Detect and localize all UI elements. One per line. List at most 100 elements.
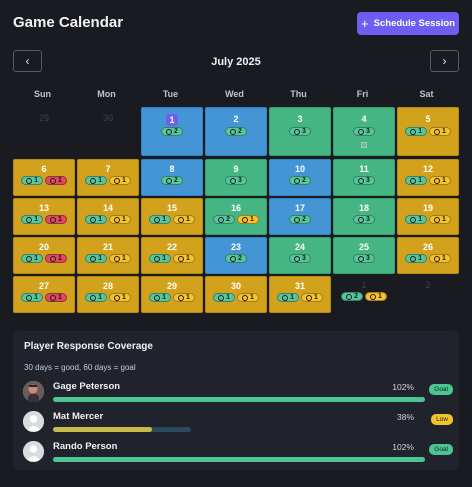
response-badges: 3 [206,176,266,185]
calendar-day-cell[interactable]: 25 3 [333,237,395,274]
calendar-day-cell[interactable]: 19 1 1 [397,198,459,235]
ok-response-badge: 3 [353,254,375,263]
check-circle-icon [230,255,237,262]
check-circle-icon [90,255,97,262]
calendar-day-cell[interactable]: 30 [77,107,139,156]
check-circle-icon [230,177,237,184]
check-circle-icon [90,294,97,301]
check-circle-icon [358,255,365,262]
ok-response-badge: 1 [405,127,427,136]
coverage-progress-bar [53,457,425,462]
calendar-day-cell[interactable]: 14 1 1 [77,198,139,235]
check-circle-icon [90,216,97,223]
maybe-response-badge: 1 [109,176,131,185]
calendar-day-cell[interactable]: 10 2 [269,159,331,196]
check-circle-icon [410,255,417,262]
day-number: 6 [41,164,47,174]
maybe-response-badge: 1 [429,176,451,185]
coverage-status-badge: Goal [429,444,453,455]
calendar-day-cell[interactable]: 24 3 [269,237,331,274]
check-circle-icon [26,294,33,301]
calendar-day-cell[interactable]: 29 [13,107,75,156]
no-response-badge: 1 [45,254,67,263]
day-number: 31 [294,281,305,291]
ok-response-badge: 2 [213,215,235,224]
month-label: July 2025 [211,56,261,68]
calendar-day-cell[interactable]: 18 3 [333,198,395,235]
check-circle-icon [358,216,365,223]
check-circle-icon [294,177,301,184]
ok-response-badge: 1 [149,215,171,224]
ok-response-badge: 1 [21,254,43,263]
calendar-day-cell[interactable]: 30 1 1 [205,276,267,313]
ok-response-badge: 1 [213,293,235,302]
calendar-day-cell[interactable]: 28 1 1 [77,276,139,313]
calendar-day-cell[interactable]: 20 1 1 [13,237,75,274]
day-number: 30 [230,281,241,291]
check-circle-icon [282,294,289,301]
day-number: 28 [102,281,113,291]
calendar-day-cell[interactable]: 11 3 [333,159,395,196]
weekday-label: Thu [290,89,307,99]
calendar-day-cell[interactable]: 4 3 ⚄ [333,107,395,156]
calendar-day-cell[interactable]: 13 1 1 [13,198,75,235]
check-circle-icon [154,294,161,301]
check-circle-icon [358,128,365,135]
day-number: 1 [142,114,202,126]
ok-response-badge: 1 [405,254,427,263]
calendar-day-cell[interactable]: 15 1 1 [141,198,203,235]
player-percent: 102% [392,442,414,452]
clock-icon [434,216,440,223]
ok-response-badge: 3 [289,254,311,263]
response-badges: 2 [206,254,266,263]
day-number: 11 [359,164,369,174]
calendar-day-cell[interactable]: 26 1 1 [397,237,459,274]
calendar-day-cell[interactable]: 17 2 [269,198,331,235]
maybe-response-badge: 1 [429,254,451,263]
player-coverage-panel: Player Response Coverage 30 days = good,… [13,331,459,470]
calendar-day-cell[interactable]: 29 1 1 [141,276,203,313]
check-circle-icon [294,216,301,223]
calendar-day-cell[interactable]: 27 1 1 [13,276,75,313]
clock-icon [114,177,120,184]
avatar [23,411,44,432]
clock-icon [114,294,120,301]
calendar-day-cell[interactable]: 16 2 1 [205,198,267,235]
calendar-day-cell[interactable]: 12 1 1 [397,159,459,196]
next-month-button[interactable]: › [430,50,459,72]
day-number: 22 [166,242,177,252]
clock-icon [114,216,120,223]
check-circle-icon [346,293,353,300]
ok-response-badge: 1 [21,215,43,224]
day-number: 23 [230,242,241,252]
calendar-day-cell[interactable]: 21 1 1 [77,237,139,274]
player-percent: 102% [392,382,414,392]
clock-icon [242,216,248,223]
day-number: 19 [422,203,433,213]
check-circle-icon [358,177,365,184]
schedule-session-button[interactable]: + Schedule Session [357,12,459,35]
x-circle-icon [50,216,56,223]
calendar-day-cell[interactable]: 2 [397,276,459,313]
calendar-day-cell[interactable]: 22 1 1 [141,237,203,274]
calendar-day-cell[interactable]: 31 1 1 [269,276,331,313]
prev-month-button[interactable]: ‹ [13,50,42,72]
calendar-day-cell[interactable]: 23 2 [205,237,267,274]
ok-response-badge: 1 [149,254,171,263]
clock-icon [434,177,440,184]
ok-response-badge: 1 [21,293,43,302]
